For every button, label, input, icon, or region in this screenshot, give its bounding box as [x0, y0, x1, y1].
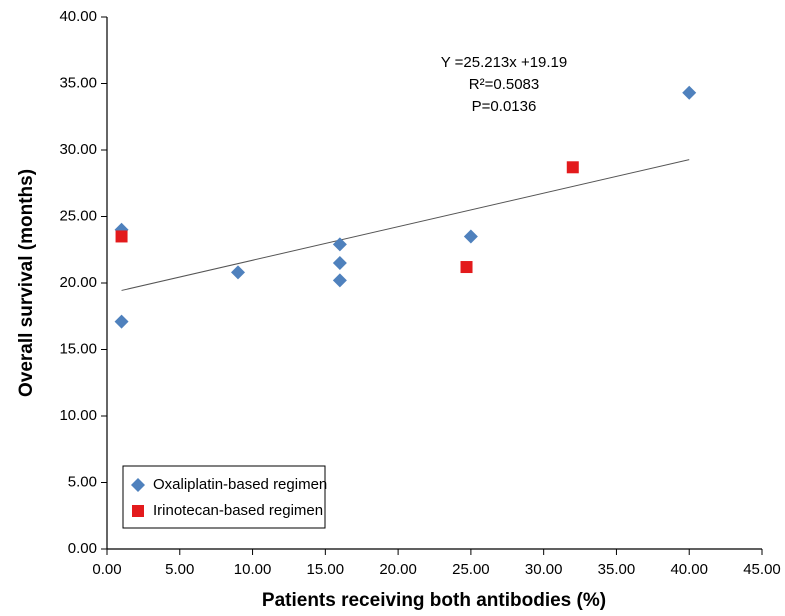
- x-tick-label: 15.00: [307, 561, 345, 578]
- x-tick-label: 45.00: [743, 561, 781, 578]
- y-tick-label: 10.00: [59, 407, 97, 424]
- data-point: [114, 314, 129, 329]
- data-point: [566, 161, 579, 174]
- x-tick-label: 0.00: [92, 561, 121, 578]
- legend: Oxaliplatin-based regimen Irinotecan-base…: [122, 465, 327, 529]
- data-point: [115, 230, 128, 243]
- legend-marker: [132, 505, 144, 517]
- y-tick-label: 40.00: [59, 8, 97, 25]
- x-tick-label: 30.00: [525, 561, 563, 578]
- data-point: [682, 85, 697, 100]
- trendline: [121, 159, 690, 291]
- legend-box: [122, 465, 326, 529]
- y-tick-label: 35.00: [59, 74, 97, 91]
- y-tick-label: 30.00: [59, 141, 97, 158]
- data-point: [231, 265, 245, 280]
- x-tick-label: 10.00: [234, 561, 272, 578]
- annotation: R²=0.5083: [469, 76, 539, 93]
- annotation: Y =25.213x +19.19: [441, 54, 568, 71]
- x-tick-label: 35.00: [598, 561, 636, 578]
- x-tick-label: 25.00: [452, 561, 490, 578]
- annotation: P=0.0136: [472, 98, 537, 115]
- data-point: [332, 237, 347, 252]
- x-tick-label: 5.00: [165, 561, 194, 578]
- data-point: [460, 261, 473, 274]
- data-point: [332, 256, 347, 271]
- y-tick-label: 25.00: [59, 207, 97, 224]
- y-tick-label: 0.00: [68, 540, 97, 557]
- legend-label: Irinotecan-based regimen: [153, 502, 323, 519]
- data-point: [463, 229, 478, 244]
- y-axis-label: Overall survival (months): [16, 169, 37, 397]
- legend-marker: [131, 478, 145, 492]
- data-point: [332, 273, 347, 288]
- legend-label: Oxaliplatin-based regimen: [153, 476, 327, 493]
- y-tick-label: 5.00: [68, 473, 97, 490]
- y-tick-label: 15.00: [59, 340, 97, 357]
- x-tick-label: 20.00: [379, 561, 417, 578]
- y-tick-label: 20.00: [59, 274, 97, 291]
- x-tick-label: 40.00: [670, 561, 708, 578]
- x-axis-label: Patients receiving both antibodies (%): [262, 590, 606, 611]
